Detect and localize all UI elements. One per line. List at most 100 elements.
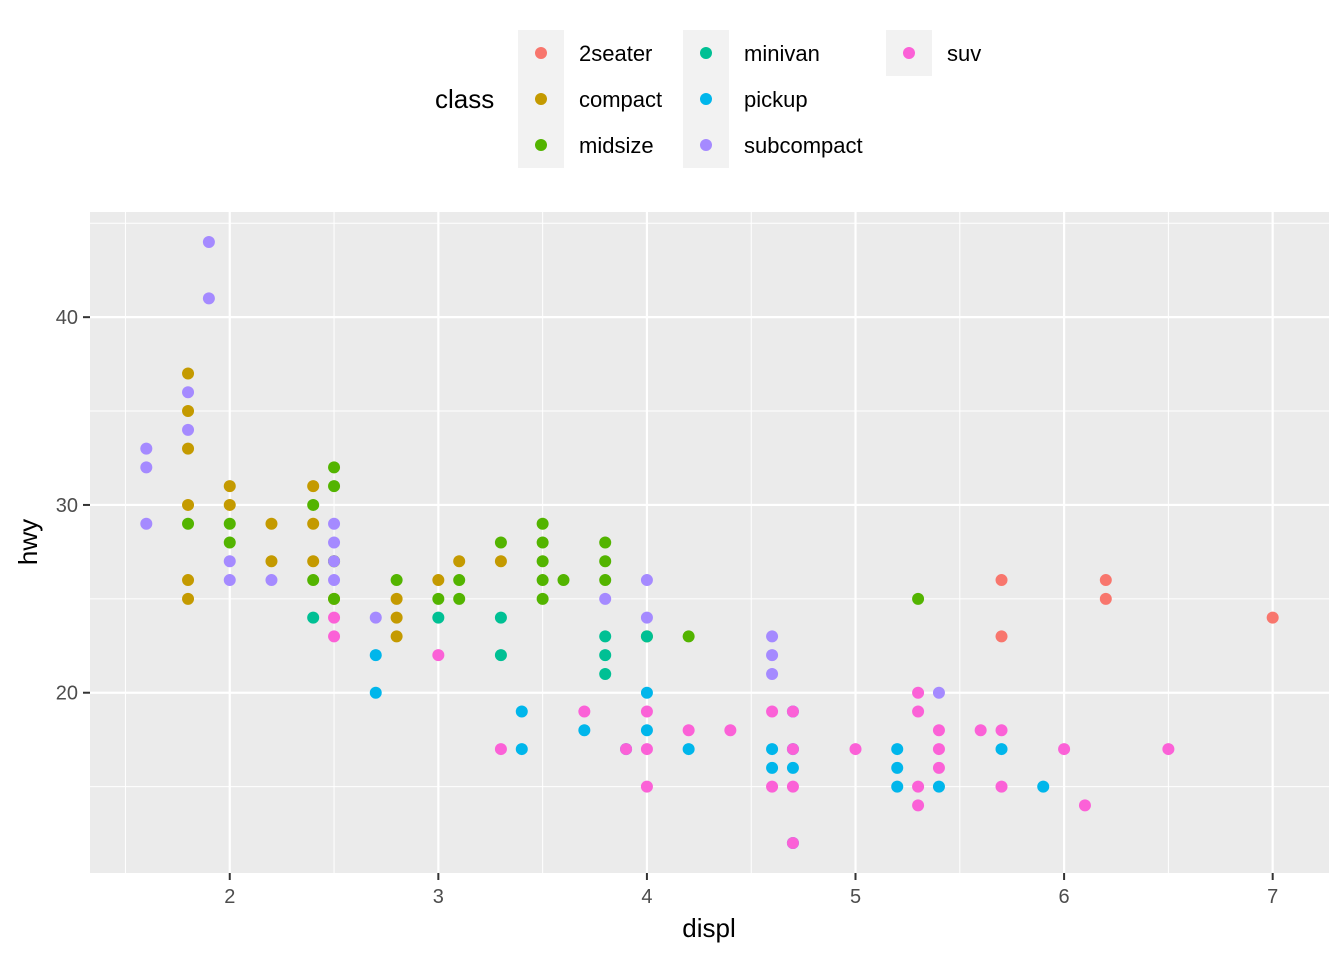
point-suv xyxy=(328,630,341,643)
legend-label: subcompact xyxy=(744,133,863,158)
grid xyxy=(90,212,1329,873)
point-minivan xyxy=(640,630,653,643)
point-midsize xyxy=(557,574,570,587)
point-2seater xyxy=(1099,592,1112,605)
point-suv xyxy=(912,705,925,718)
x-tick-label: 6 xyxy=(1059,886,1070,908)
point-minivan xyxy=(432,611,445,624)
point-suv xyxy=(932,724,945,737)
point-compact xyxy=(182,592,195,605)
point-suv xyxy=(912,799,925,812)
point-compact xyxy=(223,498,236,511)
point-compact xyxy=(265,555,278,568)
x-axis-title: displ xyxy=(682,913,735,943)
point-midsize xyxy=(536,517,549,530)
point-compact xyxy=(494,555,507,568)
point-compact xyxy=(182,498,195,511)
legend-entry-suv: suv xyxy=(886,30,981,76)
point-suv xyxy=(995,724,1008,737)
point-2seater xyxy=(1099,574,1112,587)
point-pickup xyxy=(682,743,695,756)
point-pickup xyxy=(1037,780,1050,793)
point-pickup xyxy=(640,686,653,699)
point-subcompact xyxy=(369,611,382,624)
point-midsize xyxy=(912,592,925,605)
point-midsize xyxy=(536,574,549,587)
point-minivan xyxy=(599,630,612,643)
legend-entry-compact: compact xyxy=(518,76,662,122)
point-midsize xyxy=(307,574,320,587)
point-pickup xyxy=(515,705,528,718)
point-compact xyxy=(223,480,236,493)
legend-entry-2seater: 2seater xyxy=(518,30,652,76)
point-suv xyxy=(724,724,737,737)
point-suv xyxy=(494,743,507,756)
point-midsize xyxy=(223,517,236,530)
point-pickup xyxy=(640,724,653,737)
point-pickup xyxy=(369,686,382,699)
y-axis-title: hwy xyxy=(13,519,43,565)
data-points xyxy=(140,236,1279,849)
point-subcompact xyxy=(328,517,341,530)
point-midsize xyxy=(328,461,341,474)
point-suv xyxy=(1078,799,1091,812)
point-suv xyxy=(682,724,695,737)
point-2seater xyxy=(1266,611,1279,624)
point-suv xyxy=(766,780,779,793)
point-compact xyxy=(307,517,320,530)
point-minivan xyxy=(599,649,612,662)
legend-title: class xyxy=(435,84,494,114)
point-midsize xyxy=(453,592,466,605)
point-midsize xyxy=(599,574,612,587)
legend-key-point xyxy=(700,93,712,105)
legend-key-point xyxy=(535,47,547,59)
point-subcompact xyxy=(265,574,278,587)
point-suv xyxy=(766,705,779,718)
point-2seater xyxy=(995,574,1008,587)
point-subcompact xyxy=(328,536,341,549)
x-tick-label: 2 xyxy=(224,886,235,908)
point-compact xyxy=(307,480,320,493)
point-compact xyxy=(453,555,466,568)
x-tick-label: 3 xyxy=(433,886,444,908)
point-suv xyxy=(786,836,799,849)
point-suv xyxy=(995,780,1008,793)
x-tick-label: 4 xyxy=(641,886,652,908)
point-pickup xyxy=(369,649,382,662)
point-suv xyxy=(912,780,925,793)
legend-key-point xyxy=(700,139,712,151)
point-midsize xyxy=(682,630,695,643)
point-midsize xyxy=(453,574,466,587)
point-suv xyxy=(932,761,945,774)
point-midsize xyxy=(182,517,195,530)
point-subcompact xyxy=(328,574,341,587)
point-suv xyxy=(620,743,633,756)
point-compact xyxy=(182,367,195,380)
point-subcompact xyxy=(766,667,779,680)
legend-entry-subcompact: subcompact xyxy=(683,122,863,168)
point-minivan xyxy=(599,667,612,680)
axes: 2 3 4 5 6 7 20 30 40 xyxy=(56,307,1278,908)
point-suv xyxy=(640,705,653,718)
point-pickup xyxy=(786,761,799,774)
point-minivan xyxy=(307,611,320,624)
point-subcompact xyxy=(223,574,236,587)
point-midsize xyxy=(223,536,236,549)
legend-label: suv xyxy=(947,41,981,66)
y-tick-label: 40 xyxy=(56,307,78,329)
y-tick-label: 20 xyxy=(56,683,78,705)
point-pickup xyxy=(891,761,904,774)
point-midsize xyxy=(390,574,403,587)
point-subcompact xyxy=(599,592,612,605)
point-compact xyxy=(182,405,195,418)
point-suv xyxy=(1058,743,1071,756)
legend-label: 2seater xyxy=(579,41,652,66)
y-tick-label: 30 xyxy=(56,495,78,517)
point-midsize xyxy=(599,555,612,568)
point-subcompact xyxy=(140,517,153,530)
legend-key-point xyxy=(535,139,547,151)
point-midsize xyxy=(536,592,549,605)
point-subcompact xyxy=(328,555,341,568)
point-minivan xyxy=(494,649,507,662)
